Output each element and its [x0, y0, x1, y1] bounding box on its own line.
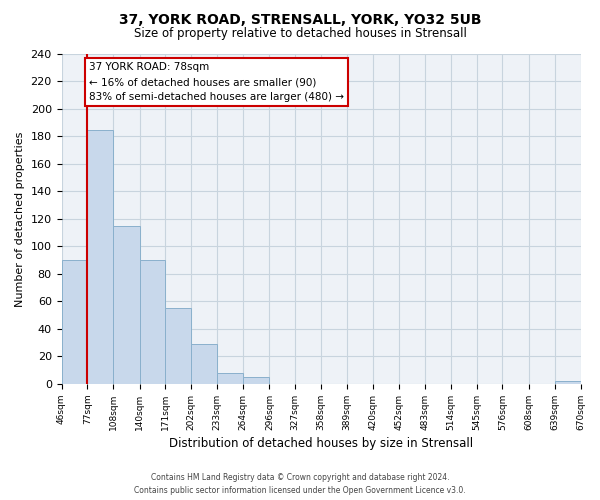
Bar [88, 130, 113, 384]
X-axis label: Distribution of detached houses by size in Strensall: Distribution of detached houses by size … [169, 437, 473, 450]
Y-axis label: Number of detached properties: Number of detached properties [15, 132, 25, 306]
Text: 37 YORK ROAD: 78sqm
← 16% of detached houses are smaller (90)
83% of semi-detach: 37 YORK ROAD: 78sqm ← 16% of detached ho… [89, 62, 344, 102]
Text: Size of property relative to detached houses in Strensall: Size of property relative to detached ho… [134, 28, 466, 40]
Bar [191, 344, 217, 384]
Bar [62, 260, 88, 384]
Bar [555, 381, 581, 384]
Bar [217, 373, 243, 384]
Text: 37, YORK ROAD, STRENSALL, YORK, YO32 5UB: 37, YORK ROAD, STRENSALL, YORK, YO32 5UB [119, 12, 481, 26]
Text: Contains HM Land Registry data © Crown copyright and database right 2024.
Contai: Contains HM Land Registry data © Crown c… [134, 474, 466, 495]
Bar [243, 377, 269, 384]
Bar [113, 226, 140, 384]
Bar [166, 308, 191, 384]
Bar [140, 260, 166, 384]
